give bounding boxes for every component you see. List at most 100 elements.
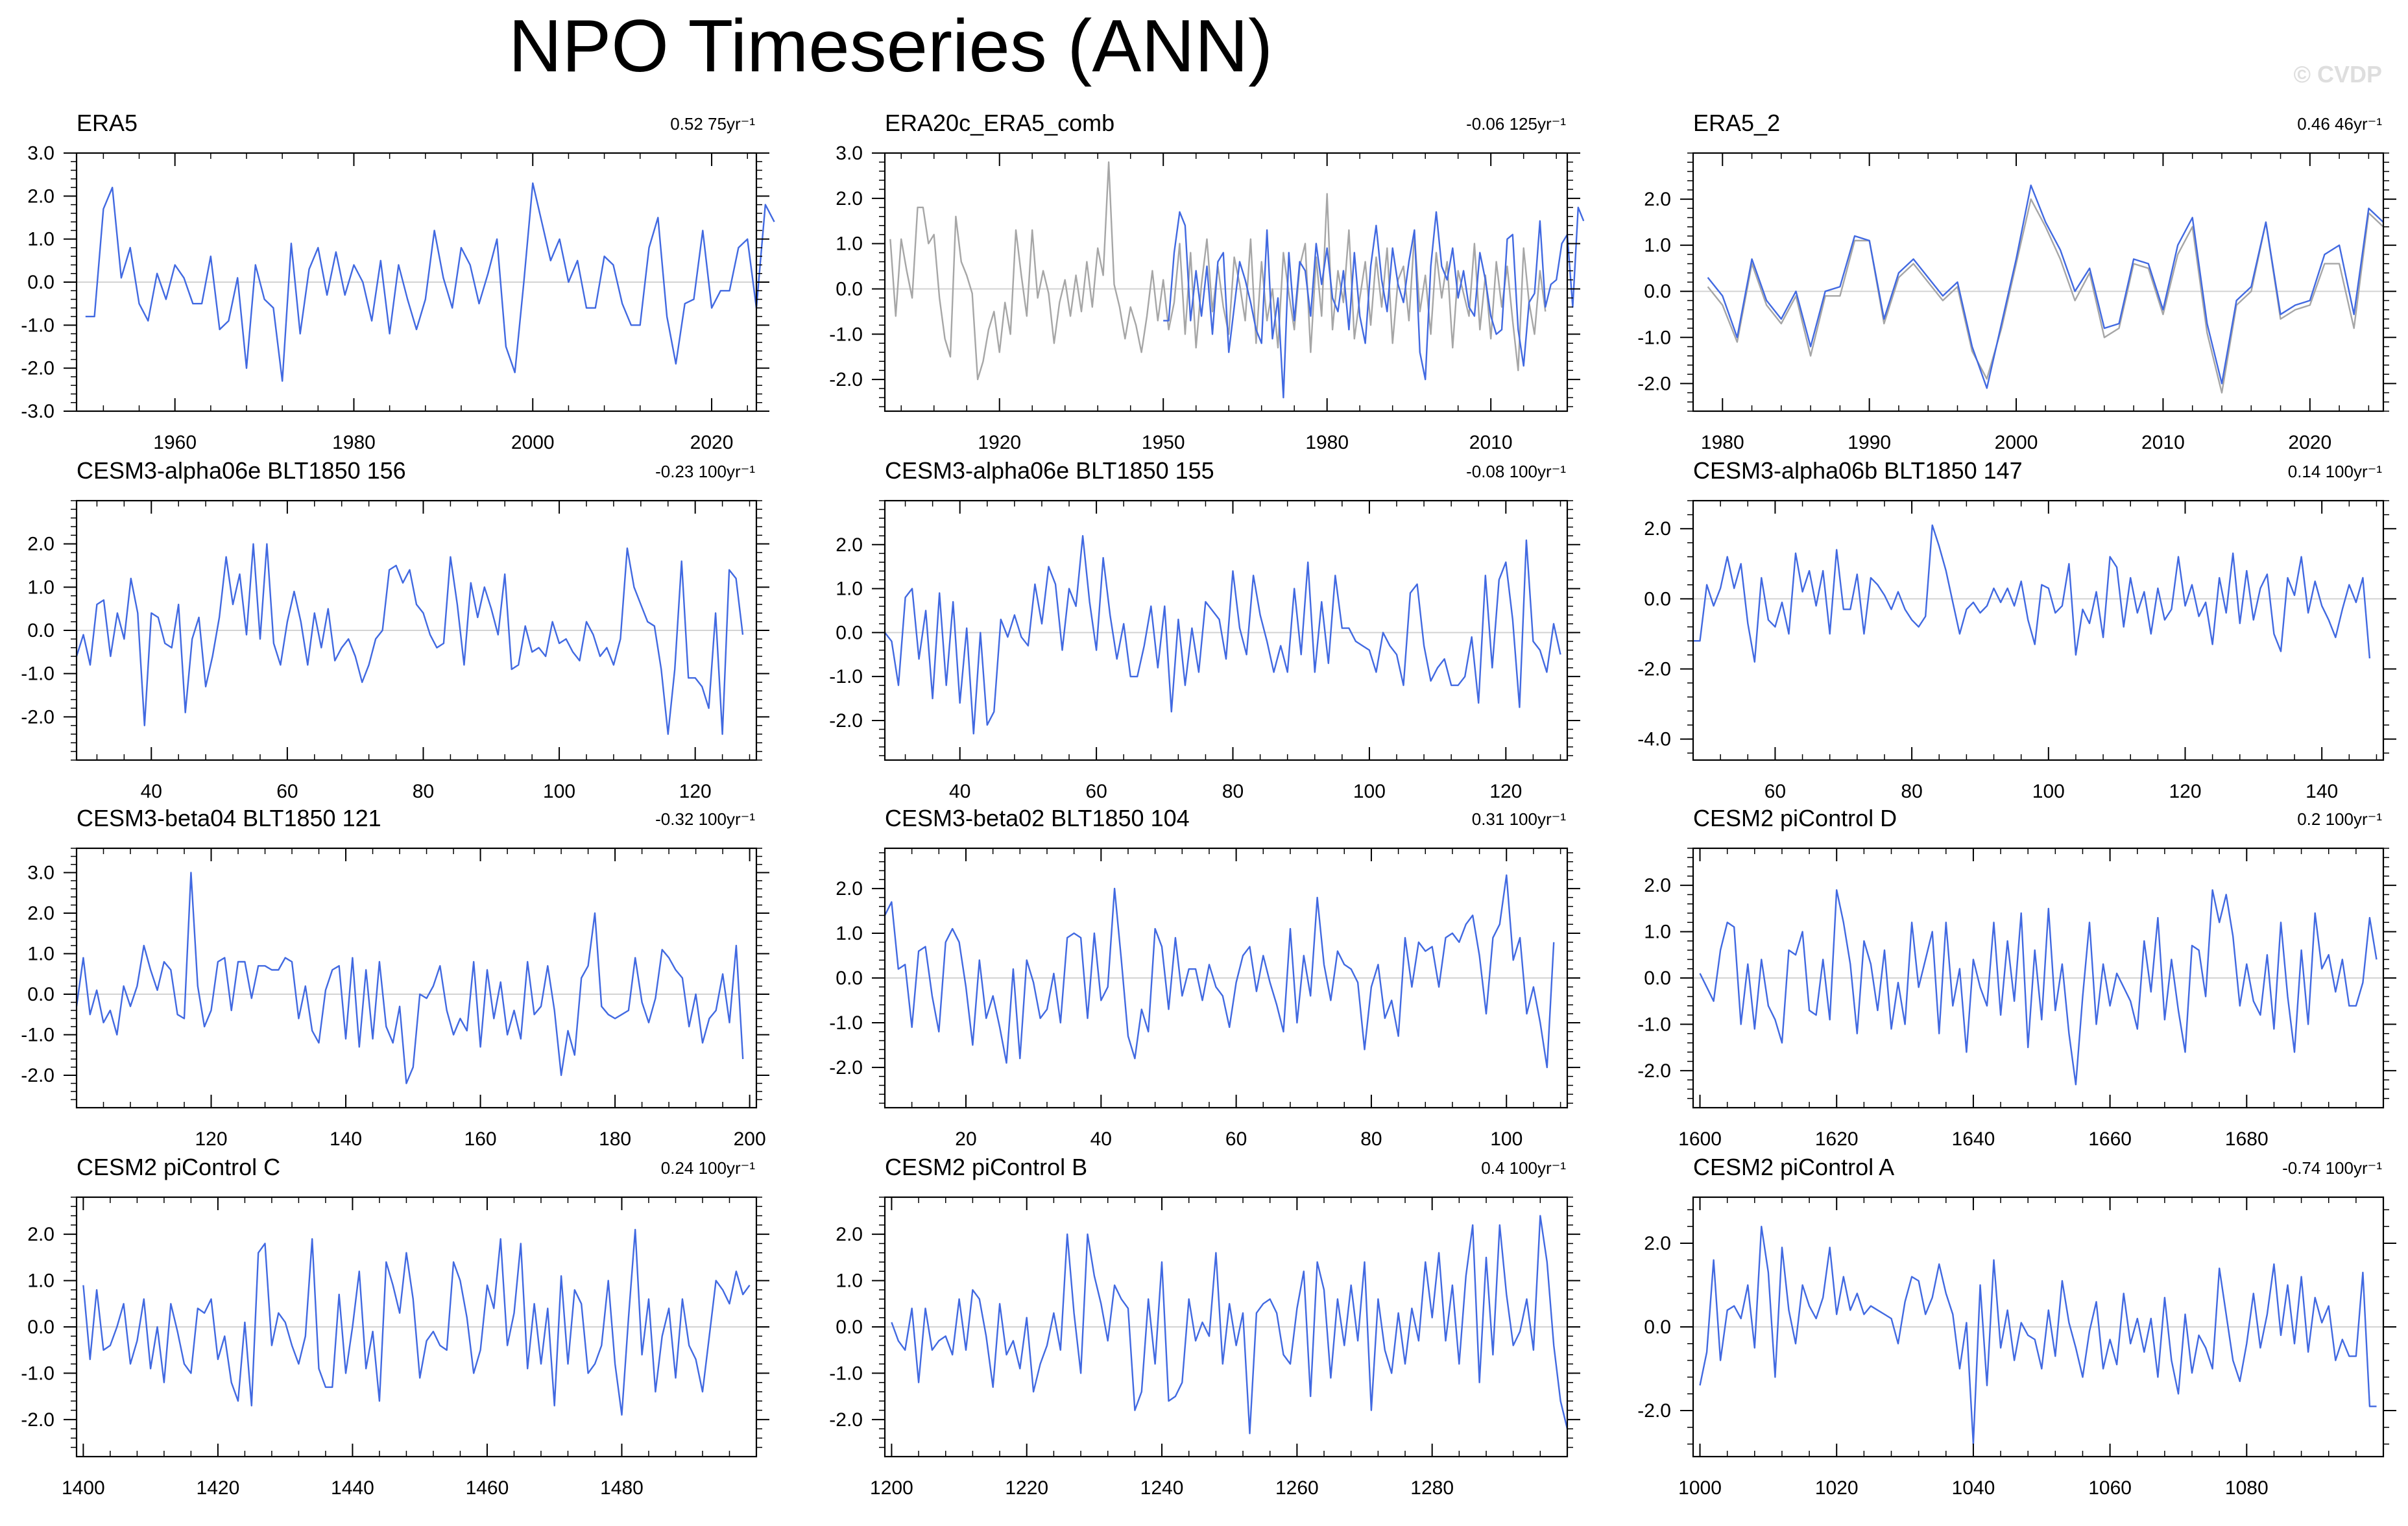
y-tick-label: -1.0 xyxy=(829,1012,863,1034)
y-tick-label: 1.0 xyxy=(836,578,863,600)
x-tick-label: 1080 xyxy=(2225,1477,2269,1499)
series-line xyxy=(1163,206,1585,399)
x-tick-label: 60 xyxy=(1764,781,1786,802)
y-tick-label: 0.0 xyxy=(27,272,54,293)
series-line xyxy=(1693,524,2371,663)
x-tick-label: 1640 xyxy=(1952,1128,1995,1150)
plot-frame xyxy=(75,1196,758,1458)
y-tick-label: -2.0 xyxy=(1637,373,1671,394)
reference-series-line xyxy=(1707,198,2384,394)
y-tick-label: 1.0 xyxy=(836,923,863,944)
x-tick-label: 1000 xyxy=(1678,1477,1722,1499)
panel-title: ERA5 xyxy=(77,110,138,136)
y-tick-label: 0.0 xyxy=(836,968,863,989)
plot-frame xyxy=(1692,1196,2385,1458)
y-tick-label: 1.0 xyxy=(836,1270,863,1292)
plot-frame xyxy=(884,847,1569,1109)
x-tick-label: 1980 xyxy=(1305,432,1349,453)
y-tick-label: -2.0 xyxy=(1637,1060,1671,1082)
x-tick-label: 2000 xyxy=(1995,432,2038,453)
series-line xyxy=(891,1215,1569,1435)
y-tick-label: 2.0 xyxy=(1644,518,1671,540)
y-tick-label: 0.0 xyxy=(27,984,54,1005)
plot-frame xyxy=(884,152,1569,412)
trend-label: -0.32 100yr⁻¹ xyxy=(655,809,755,829)
x-tick-label: 40 xyxy=(141,781,162,802)
series-line xyxy=(884,874,1555,1069)
y-tick-label: 2.0 xyxy=(1644,189,1671,210)
panel-2: ERA20c_ERA5_comb -0.06 125yr⁻¹ 1920 1950 198… xyxy=(829,110,1585,453)
x-tick-label: 1460 xyxy=(466,1477,509,1499)
y-tick-label: 1.0 xyxy=(27,229,54,250)
panel-title: CESM2 piControl A xyxy=(1693,1154,1894,1180)
panel-5: CESM3-alpha06e BLT1850 155 -0.08 100yr⁻¹ 4… xyxy=(829,457,1580,802)
x-tick-label: 2010 xyxy=(2141,432,2185,453)
x-tick-label: 80 xyxy=(1901,781,1922,802)
trend-label: 0.14 100yr⁻¹ xyxy=(2288,462,2383,481)
plot-frame xyxy=(1692,152,2385,412)
x-tick-label: 80 xyxy=(1360,1128,1382,1150)
plot-frame xyxy=(75,499,758,761)
y-tick-label: 0.0 xyxy=(1644,968,1671,989)
y-tick-label: 0.0 xyxy=(1644,281,1671,302)
x-tick-label: 180 xyxy=(599,1128,631,1150)
x-tick-label: 80 xyxy=(413,781,434,802)
x-tick-label: 120 xyxy=(679,781,712,802)
panel-title: CESM2 piControl C xyxy=(77,1154,280,1180)
y-tick-label: 2.0 xyxy=(836,1224,863,1245)
y-tick-label: -1.0 xyxy=(829,1363,863,1384)
y-tick-label: 0.0 xyxy=(836,622,863,643)
x-tick-label: 1980 xyxy=(1701,432,1744,453)
x-tick-label: 140 xyxy=(2306,781,2338,802)
y-tick-label: -2.0 xyxy=(21,358,54,379)
y-tick-label: 1.0 xyxy=(1644,235,1671,256)
y-tick-label: -1.0 xyxy=(829,666,863,687)
x-tick-label: 1950 xyxy=(1142,432,1185,453)
y-tick-label: 0.0 xyxy=(836,278,863,300)
y-tick-label: -2.0 xyxy=(829,1057,863,1079)
panel-title: CESM3-beta02 BLT1850 104 xyxy=(885,805,1190,831)
x-tick-label: 1240 xyxy=(1140,1477,1184,1499)
series-line xyxy=(75,872,744,1084)
y-tick-label: -2.0 xyxy=(21,706,54,728)
x-tick-label: 1660 xyxy=(2088,1128,2132,1150)
x-tick-label: 40 xyxy=(1090,1128,1112,1150)
x-tick-label: 20 xyxy=(955,1128,976,1150)
y-tick-label: 1.0 xyxy=(1644,922,1671,943)
y-tick-label: 0.0 xyxy=(27,1317,54,1338)
plot-frame xyxy=(884,1196,1569,1458)
y-tick-label: 2.0 xyxy=(27,185,54,207)
x-tick-label: 100 xyxy=(543,781,575,802)
x-tick-label: 60 xyxy=(1085,781,1107,802)
x-tick-label: 1480 xyxy=(600,1477,644,1499)
panel-11: CESM2 piControl B 0.4 100yr⁻¹ 1200 1220 1240… xyxy=(829,1154,1580,1499)
x-tick-label: 1920 xyxy=(978,432,1021,453)
series-line xyxy=(884,535,1561,735)
y-tick-label: 0.0 xyxy=(1644,588,1671,610)
series-line xyxy=(82,1228,751,1416)
y-tick-label: 3.0 xyxy=(836,143,863,164)
panel-4: CESM3-alpha06e BLT1850 156 -0.23 100yr⁻¹ 4… xyxy=(21,457,769,802)
x-tick-label: 60 xyxy=(1225,1128,1247,1150)
panel-1: ERA5 0.52 75yr⁻¹ 1960 1980 2000 2020 -3.0 -2.0 -… xyxy=(21,110,775,453)
y-tick-label: -2.0 xyxy=(1637,658,1671,680)
y-tick-label: 0.0 xyxy=(1644,1317,1671,1338)
y-tick-label: -1.0 xyxy=(829,324,863,345)
y-tick-label: -4.0 xyxy=(1637,729,1671,750)
panel-title: CESM3-beta04 BLT1850 121 xyxy=(77,805,381,831)
trend-label: 0.46 46yr⁻¹ xyxy=(2297,114,2382,134)
x-tick-label: 1440 xyxy=(331,1477,374,1499)
x-tick-label: 1020 xyxy=(1815,1477,1859,1499)
panel-12: CESM2 piControl A -0.74 100yr⁻¹ 1000 1020 10… xyxy=(1637,1154,2396,1499)
series-line xyxy=(75,543,744,735)
trend-label: -0.74 100yr⁻¹ xyxy=(2282,1158,2382,1178)
x-tick-label: 120 xyxy=(195,1128,227,1150)
x-tick-label: 80 xyxy=(1222,781,1244,802)
y-tick-label: 2.0 xyxy=(1644,1233,1671,1254)
x-tick-label: 1990 xyxy=(1848,432,1891,453)
panel-3: ERA5_2 0.46 46yr⁻¹ 1980 1990 2000 2010 2020 -2.… xyxy=(1637,110,2396,453)
y-tick-label: 2.0 xyxy=(27,1224,54,1245)
trend-label: -0.06 125yr⁻¹ xyxy=(1466,114,1566,134)
panel-title: CESM3-alpha06e BLT1850 155 xyxy=(885,457,1214,484)
